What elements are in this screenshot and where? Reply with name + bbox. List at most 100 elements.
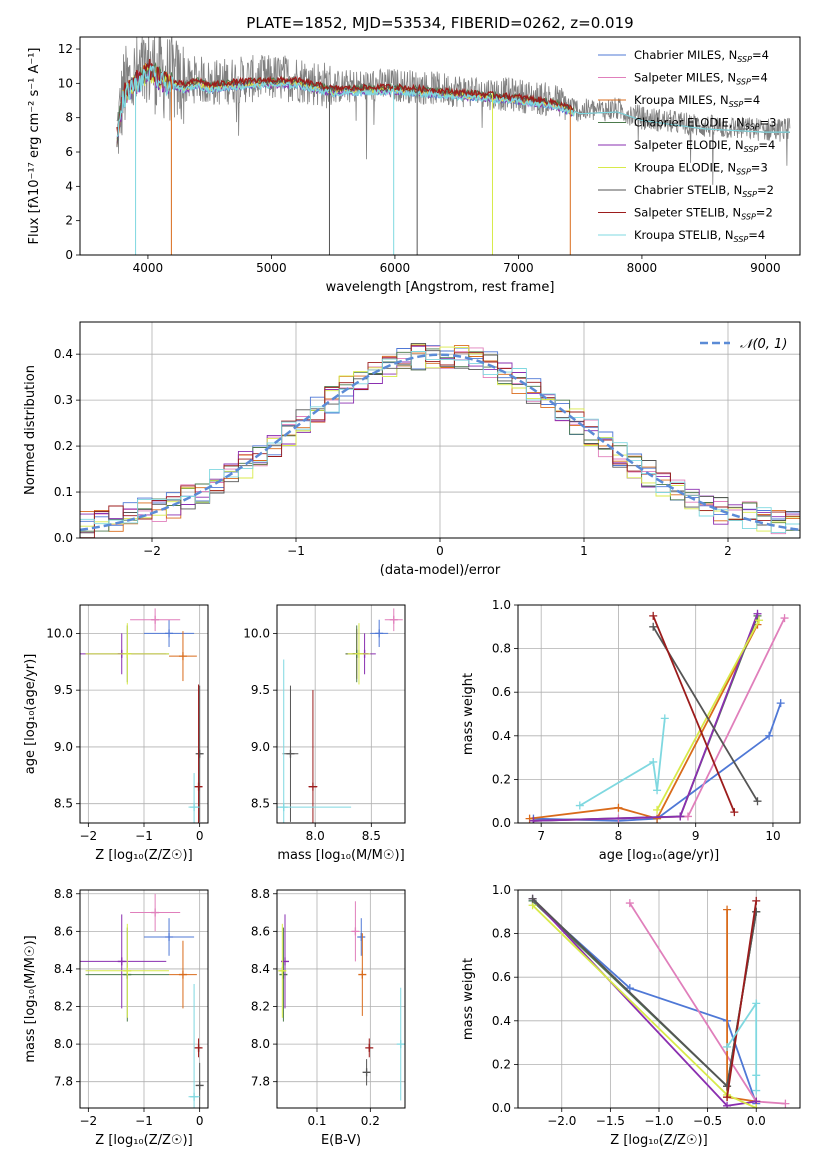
weight-point-marker xyxy=(649,611,658,620)
y-tick-label: 0.2 xyxy=(492,772,511,786)
legend-equals: = xyxy=(756,206,766,220)
x-tick-label: −2 xyxy=(143,544,161,558)
plot-area-age-vs-mass xyxy=(277,608,403,823)
legend-n-text: , N xyxy=(721,48,737,62)
y-tick-label: 10.0 xyxy=(46,626,73,640)
y-tick-label: 0.4 xyxy=(54,347,73,361)
weight-point-marker xyxy=(723,1042,732,1051)
legend-n-text: , N xyxy=(726,183,742,197)
x-tick-label: −2 xyxy=(79,829,97,843)
legend-label: Kroupa STELIB, NSSP=4 xyxy=(634,228,765,244)
x-tick-label: 5000 xyxy=(256,261,287,275)
x-tick-label: 0 xyxy=(196,829,204,843)
legend-label: Kroupa MILES, NSSP=4 xyxy=(634,93,760,109)
data-point-marker xyxy=(190,1092,199,1101)
panel-spectrum: 4000 5000 6000 7000 8000 9000024681012wavelen… xyxy=(27,36,801,295)
x-tick-label: −0.5 xyxy=(693,1114,722,1128)
axes-frame xyxy=(79,321,801,539)
legend-model-name: Chabrier STELIB xyxy=(634,183,726,197)
weight-point-marker xyxy=(575,801,584,810)
y-tick-label: 10 xyxy=(58,76,73,90)
legend-label: Salpeter ELODIE, NSSP=4 xyxy=(634,138,775,154)
weight-series-line xyxy=(533,615,759,822)
y-tick-label: 6 xyxy=(65,145,73,159)
y-tick-label: 0.0 xyxy=(54,531,73,545)
y-tick-label: 1.0 xyxy=(492,883,511,897)
weight-point-marker xyxy=(528,894,537,903)
y-tick-label: 8.4 xyxy=(54,962,73,976)
panel-residual-histogram: −2 −1 0 1 2 0.0 0.1 0.2 0.3 0.4 (data-model)/error… xyxy=(23,321,801,578)
x-tick-label: −2.0 xyxy=(547,1114,576,1128)
legend-equals: = xyxy=(757,183,767,197)
legend-model-name: Kroupa STELIB xyxy=(634,228,718,242)
x-tick-label: 8000 xyxy=(627,261,658,275)
legend-ssp-subscript: SSP xyxy=(741,213,756,222)
x-tick-label: 8 xyxy=(615,829,623,843)
legend-ssp-subscript: SSP xyxy=(744,145,759,154)
x-tick-label: 2 xyxy=(724,544,732,558)
weight-point-marker xyxy=(614,803,623,812)
legend-nssp-value: 2 xyxy=(767,183,774,197)
weight-series-line xyxy=(579,718,666,807)
panel-mass-weight-vs-metallicity: −2.0 −1.5 −1.0 −0.5 0.0 0.0 0.2 0.4 0.6 0.8 1.0 Z [… xyxy=(461,883,801,1148)
data-point-marker xyxy=(194,782,203,791)
data-point-marker xyxy=(194,1043,203,1052)
y-axis-label: Flux [fλ10⁻¹⁷ erg cm⁻² s⁻¹ A⁻¹] xyxy=(27,48,42,245)
y-tick-label: 10.0 xyxy=(243,626,270,640)
weight-point-marker xyxy=(625,899,634,908)
panel-age-vs-metallicity: −2 −1 0 8.5 9.0 9.5 10.0 Z [log₁₀(Z/Z☉)] age [lo… xyxy=(23,604,209,863)
data-point-marker xyxy=(358,970,367,979)
legend-n-text: , N xyxy=(720,161,736,175)
y-tick-label: 9.0 xyxy=(251,740,270,754)
data-point-marker xyxy=(123,966,132,975)
y-tick-label: 9.5 xyxy=(54,683,73,697)
x-tick-label: 0 xyxy=(436,544,444,558)
data-point-marker xyxy=(375,629,384,638)
legend-ssp-subscript: SSP xyxy=(734,235,749,244)
y-tick-label: 1.0 xyxy=(492,598,511,612)
plot-area-age-vs-metallicity xyxy=(80,608,204,823)
axes-frame xyxy=(79,604,209,824)
legend-n-text: , N xyxy=(728,138,744,152)
y-tick-label: 8.0 xyxy=(54,1037,73,1051)
y-tick-label: 8.5 xyxy=(54,797,73,811)
x-tick-label: 7000 xyxy=(503,261,534,275)
weight-point-marker xyxy=(723,1101,732,1108)
legend-equals: = xyxy=(748,228,758,242)
x-tick-label: −2 xyxy=(79,1114,97,1128)
legend-equals: = xyxy=(743,93,753,107)
data-point-marker xyxy=(195,749,204,758)
y-tick-label: 8.4 xyxy=(251,962,270,976)
y-tick-label: 8.2 xyxy=(54,1000,73,1014)
data-point-marker xyxy=(195,1081,204,1090)
data-point-marker xyxy=(357,932,366,941)
weight-point-marker xyxy=(752,1071,761,1080)
data-point-marker xyxy=(151,908,160,917)
x-axis-label: Z [log₁₀(Z/Z☉)] xyxy=(95,1133,192,1148)
legend-equals: = xyxy=(751,71,761,85)
legend-ssp-subscript: SSP xyxy=(737,55,752,64)
weight-point-marker xyxy=(765,731,774,740)
data-point-marker xyxy=(351,927,360,936)
y-axis-label: mass weight xyxy=(461,673,476,755)
panel-age-vs-mass: 8.0 8.5 8.5 9.0 9.5 10.0 mass [log₁₀(M/M☉)] xyxy=(243,604,406,863)
legend-model-name: Chabrier ELODIE xyxy=(634,116,729,130)
legend-n-text: , N xyxy=(713,93,729,107)
x-axis-label: mass [log₁₀(M/M☉)] xyxy=(277,848,404,863)
figure-title: PLATE=1852, MJD=53534, FIBERID=0262, z=0… xyxy=(246,14,633,32)
weight-point-marker xyxy=(653,805,662,814)
legend-ssp-subscript: SSP xyxy=(729,100,744,109)
y-tick-label: 0.8 xyxy=(492,927,511,941)
weight-point-marker xyxy=(730,808,739,817)
plot-area-mass-vs-ebv xyxy=(278,901,405,1101)
legend-equals: = xyxy=(751,161,761,175)
weight-series-line xyxy=(656,619,760,811)
y-tick-label: 9.5 xyxy=(251,683,270,697)
legend-n-text: , N xyxy=(729,116,745,130)
legend-label: Salpeter MILES, NSSP=4 xyxy=(634,71,768,87)
legend-ssp-subscript: SSP xyxy=(736,168,751,177)
plot-area-spectrum xyxy=(116,37,791,255)
weight-point-marker xyxy=(753,609,762,618)
